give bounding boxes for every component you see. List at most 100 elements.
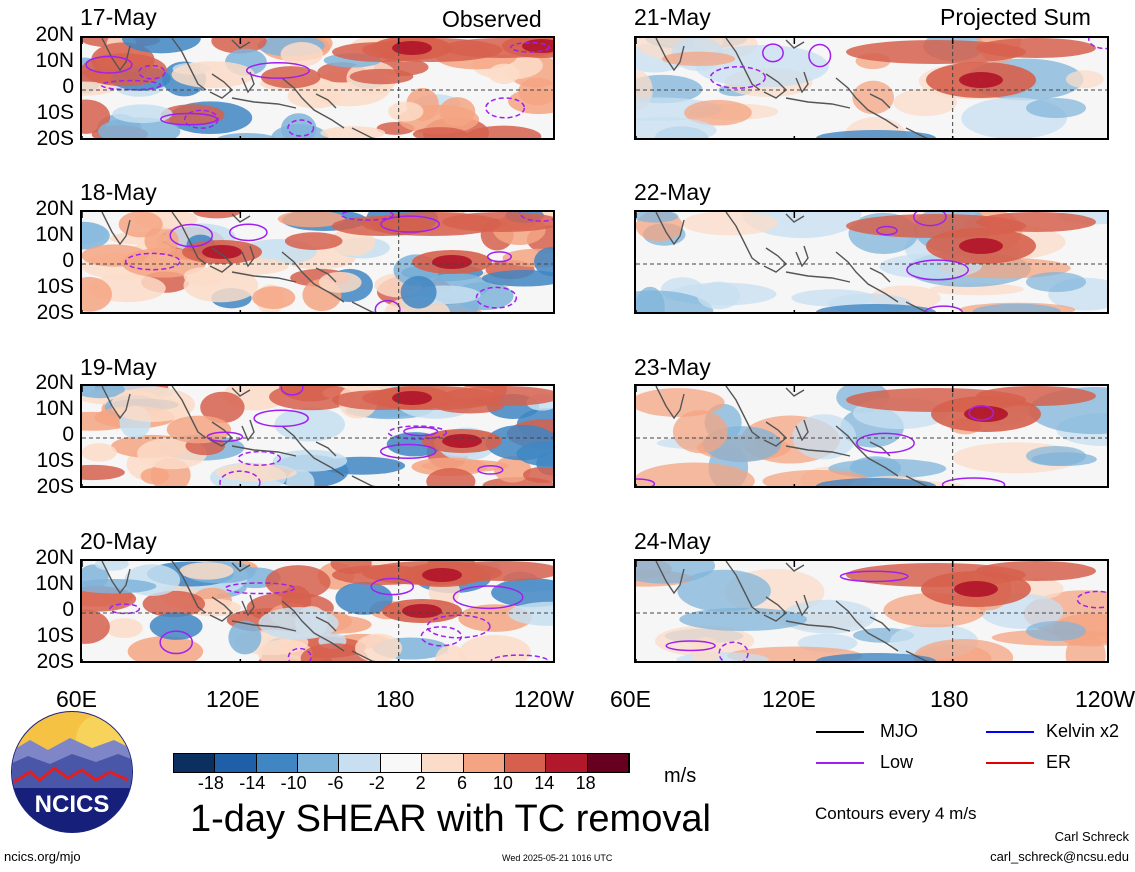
projected-label: Projected Sum: [940, 4, 1091, 30]
low-contour: [1087, 38, 1107, 50]
coastline: [171, 212, 207, 265]
low-contour: [636, 478, 656, 486]
shear-positive-area: [411, 457, 488, 477]
contour-note: Contours every 4 m/s: [815, 804, 977, 823]
coastline: [869, 93, 891, 109]
lat-tick-label: 20N: [35, 197, 74, 220]
coastline: [351, 127, 376, 138]
coastline: [835, 600, 899, 652]
shear-max-core: [202, 245, 242, 259]
coastline: [785, 620, 851, 632]
lat-tick-label: 20S: [36, 475, 74, 498]
footer-email[interactable]: carl_schreck@ncsu.edu: [990, 849, 1129, 864]
shear-positive-area: [118, 212, 163, 238]
low-contour: [100, 79, 162, 91]
shear-positive-area: [684, 99, 752, 126]
colorbar-cell: [256, 754, 299, 772]
shear-max-core: [422, 568, 462, 582]
projected-panel: [634, 559, 1109, 663]
coastline: [869, 616, 891, 632]
shear-positive-area: [661, 51, 736, 67]
coastline: [241, 245, 255, 268]
low-contour: [709, 66, 766, 89]
shear-negative-area: [816, 653, 936, 661]
date-label: 21-May: [634, 4, 711, 30]
low-contour: [138, 64, 166, 80]
projected-panel: [634, 210, 1109, 314]
coastline: [905, 475, 930, 486]
shear-negative-area: [1026, 98, 1086, 118]
shear-positive-area: [388, 101, 424, 122]
coastline: [725, 386, 761, 439]
colorbar-cell: [298, 754, 340, 772]
coastline: [231, 387, 251, 397]
shear-positive-area: [636, 388, 725, 417]
coastline: [171, 38, 207, 91]
shear-negative-area: [816, 130, 936, 138]
shear-positive-area: [284, 232, 343, 250]
shear-negative-area: [1026, 446, 1086, 466]
coastline: [835, 77, 899, 129]
coastline: [241, 419, 255, 442]
coastline: [785, 445, 851, 457]
coastline: [655, 561, 685, 595]
shear-positive-area: [82, 81, 115, 96]
shear-negative-area: [677, 569, 771, 612]
colorbar-cell: [463, 754, 505, 772]
ncics-logo: NCICS: [10, 710, 134, 834]
low-contour: [380, 215, 440, 233]
coastline: [101, 38, 131, 72]
shear-positive-area: [252, 286, 296, 309]
shear-positive-area: [160, 104, 225, 126]
low-contour: [485, 97, 526, 119]
colorbar-tick-label: -6: [327, 773, 344, 793]
shear-negative-area: [274, 407, 346, 442]
legend-swatch-low: [816, 762, 864, 764]
coastline: [655, 386, 685, 420]
coastline: [785, 562, 805, 572]
observed-panel: [80, 559, 555, 663]
low-contour: [169, 223, 214, 248]
shear-positive-area: [257, 639, 313, 661]
shear-positive-area: [277, 212, 346, 228]
shear-positive-area: [439, 97, 476, 127]
shear-positive-area: [493, 456, 532, 483]
low-contour: [387, 425, 448, 440]
shear-positive-area: [523, 466, 553, 483]
low-contour: [924, 305, 964, 312]
low-contour: [340, 212, 394, 221]
colorbar-units: m/s: [664, 765, 697, 787]
coastline: [231, 97, 297, 109]
coastline: [725, 561, 761, 614]
observed-panel: [80, 36, 555, 140]
lon-tick-label: 120W: [514, 686, 575, 712]
lat-tick-label: 10S: [36, 101, 74, 124]
lat-tick-label: 0: [62, 423, 74, 446]
footer-author: Carl Schreck: [1054, 829, 1129, 844]
shear-negative-area: [485, 424, 553, 461]
colorbar-tick-label: 14: [534, 773, 555, 793]
shear-negative-area: [82, 221, 110, 250]
footer-url[interactable]: ncics.org/mjo: [4, 849, 81, 864]
date-label: 18-May: [80, 179, 157, 205]
coastline: [351, 650, 376, 661]
low-contour: [253, 409, 309, 428]
colorbar-tick-label: -14: [239, 773, 266, 793]
shear-positive-area: [142, 590, 206, 618]
colorbar-cell: [174, 754, 216, 772]
low-contour: [224, 582, 296, 595]
lat-tick-label: 20S: [36, 127, 74, 150]
shear-positive-area: [318, 271, 362, 293]
legend-swatch-mjo: [816, 731, 864, 733]
shear-positive-area: [127, 636, 204, 661]
coastline: [655, 38, 685, 72]
colorbar-tick-label: 6: [457, 773, 468, 793]
low-contour: [665, 640, 716, 652]
low-contour: [906, 259, 969, 281]
low-contour: [379, 443, 437, 459]
shear-negative-area: [697, 281, 741, 310]
shear-negative-area: [400, 276, 437, 309]
lat-tick-label: 10N: [35, 397, 74, 420]
low-contour: [452, 585, 524, 610]
coastline: [835, 425, 899, 477]
